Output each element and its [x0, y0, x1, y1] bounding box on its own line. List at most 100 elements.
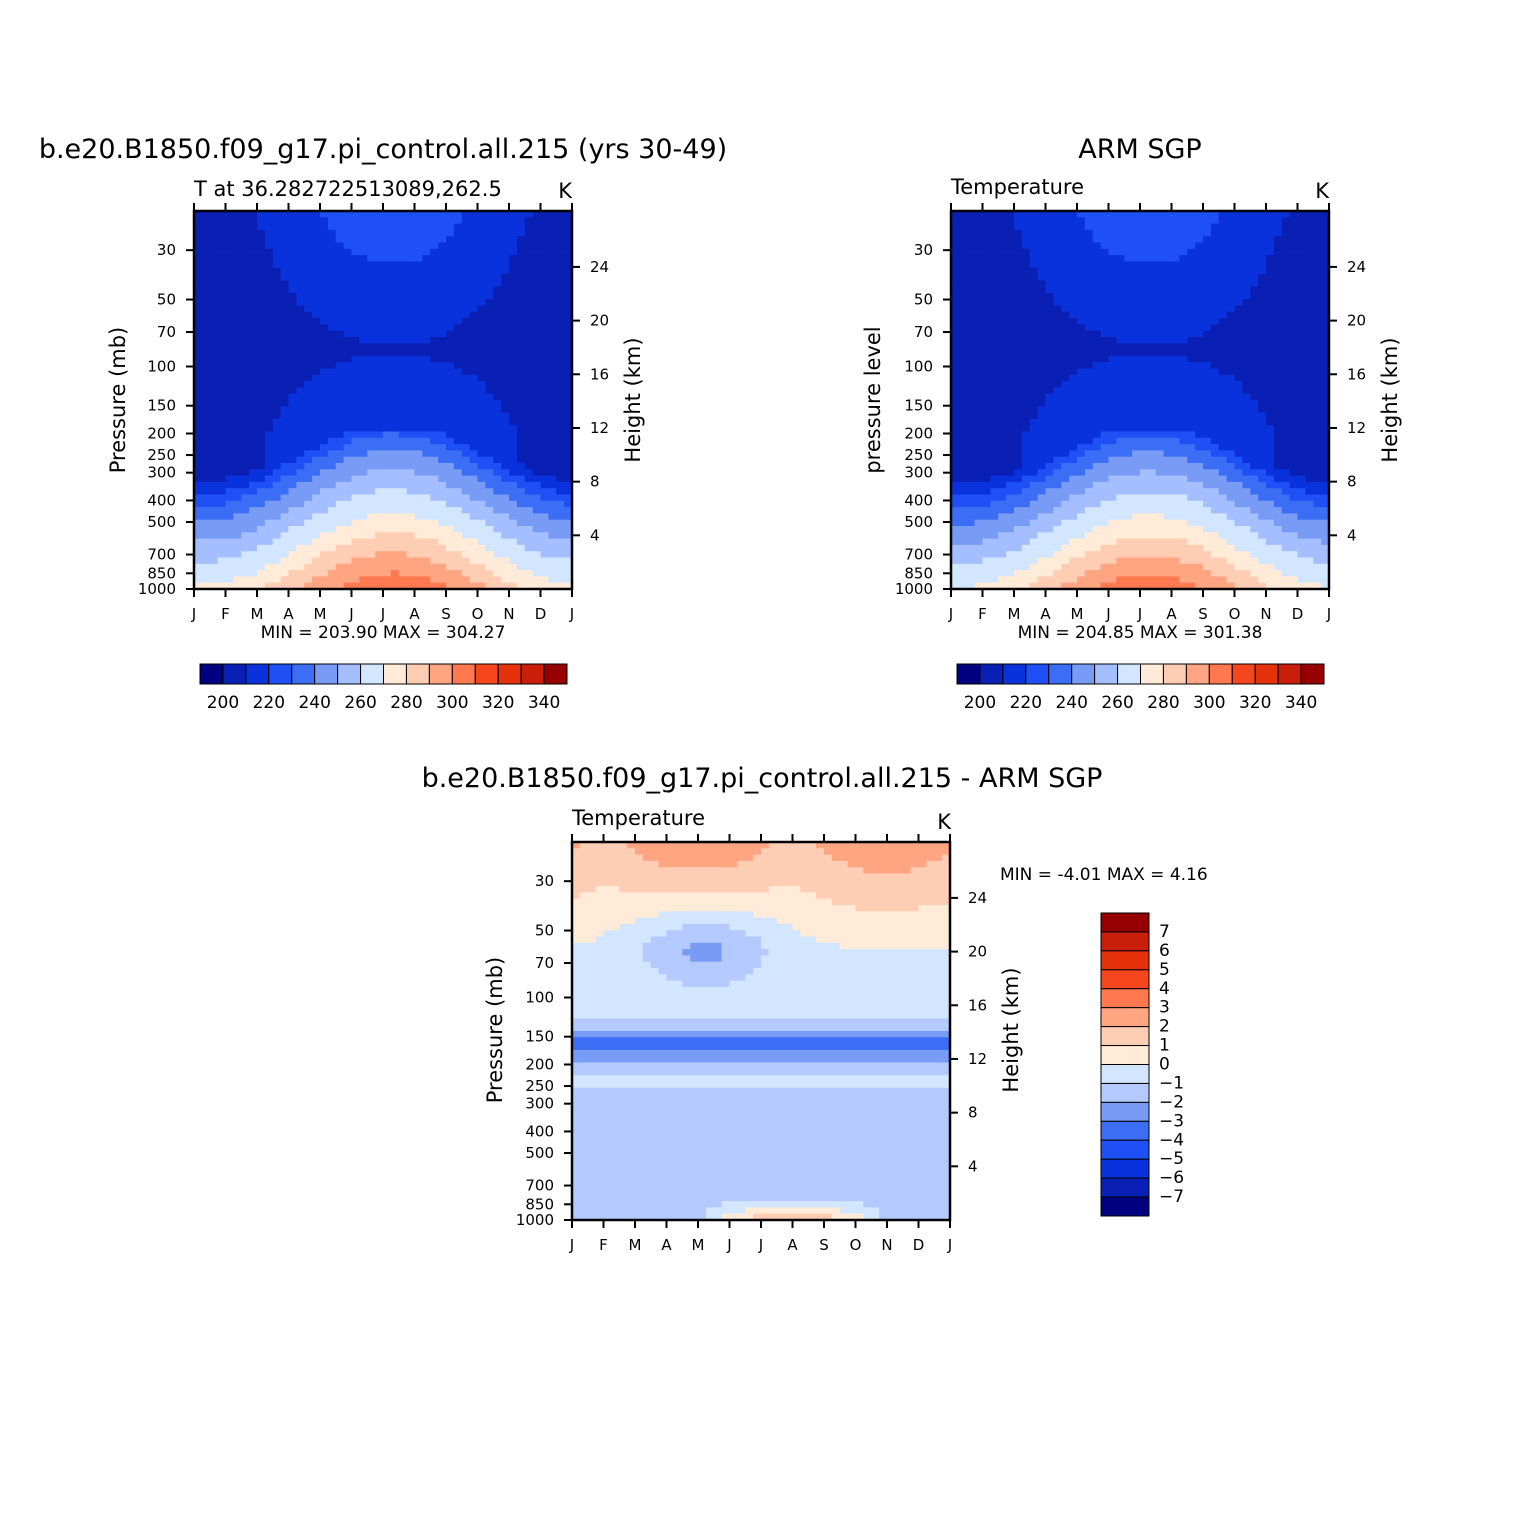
field-cell: [446, 444, 455, 451]
field-cell: [288, 311, 297, 319]
field-cell: [367, 444, 376, 451]
field-cell: [1077, 286, 1086, 294]
field-cell: [1234, 374, 1243, 382]
field-cell: [951, 374, 960, 382]
field-cell: [1116, 330, 1125, 338]
field-cell: [304, 280, 313, 288]
field-cell: [1006, 311, 1015, 319]
field-cell: [1321, 318, 1330, 325]
field-cell: [1313, 280, 1322, 288]
field-cell: [1203, 381, 1212, 388]
field-cell: [201, 368, 211, 376]
field-cell: [1053, 305, 1062, 313]
field-cell: [367, 374, 376, 382]
field-cell: [532, 450, 542, 458]
field-cell: [288, 400, 297, 407]
field-cell: [1321, 374, 1330, 382]
field-cell: [1266, 343, 1275, 351]
field-cell: [406, 513, 416, 521]
field-cell: [320, 444, 329, 451]
field-cell: [209, 463, 219, 470]
field-cell: [438, 481, 447, 489]
field-cell: [540, 267, 549, 275]
field-cell: [335, 513, 345, 521]
field-cell: [564, 519, 573, 527]
field-cell: [1021, 236, 1031, 244]
field-cell: [414, 551, 423, 559]
field-cell: [375, 311, 384, 319]
field-cell: [359, 318, 368, 325]
field-cell: [320, 557, 329, 565]
field-cell: [990, 242, 999, 250]
field-cell: [320, 261, 329, 269]
field-cell: [524, 475, 534, 483]
field-cell: [453, 286, 463, 294]
field-cell: [1289, 236, 1299, 244]
field-cell: [1100, 387, 1110, 395]
field-cell: [564, 330, 573, 338]
field-cell: [1069, 381, 1078, 388]
field-cell: [1218, 330, 1228, 338]
field-cell: [375, 274, 384, 281]
field-cell: [320, 456, 329, 464]
field-cell: [524, 544, 534, 552]
field-cell: [422, 437, 431, 445]
field-cell: [990, 223, 999, 231]
field-cell: [540, 387, 549, 395]
field-cell: [343, 400, 353, 407]
field-cell: [516, 412, 526, 420]
field-cell: [225, 381, 234, 388]
field-cell: [1226, 337, 1236, 344]
field-cell: [438, 475, 447, 483]
field-cell: [375, 381, 384, 388]
field-cell: [264, 519, 274, 527]
field-cell: [1218, 324, 1228, 332]
field-cell: [1234, 406, 1243, 414]
field-cell: [548, 481, 557, 489]
field-cell: [1266, 211, 1275, 218]
field-cell: [320, 267, 329, 275]
field-cell: [1100, 211, 1110, 218]
field-cell: [1108, 437, 1117, 445]
field-cell: [406, 242, 416, 250]
field-cell: [1289, 437, 1299, 445]
field-cell: [194, 318, 203, 325]
x-tick-label: N: [503, 605, 514, 623]
field-cell: [1210, 431, 1220, 439]
field-cell: [209, 582, 219, 590]
field-cell: [1163, 261, 1173, 269]
field-cell: [501, 274, 510, 281]
field-cell: [1313, 292, 1322, 300]
field-cell: [1258, 368, 1267, 376]
field-cell: [1234, 400, 1243, 407]
field-cell: [1045, 299, 1054, 307]
field-cell: [414, 223, 423, 231]
field-cell: [1108, 431, 1117, 439]
field-cell: [1273, 229, 1283, 237]
field-cell: [327, 211, 337, 218]
field-cell: [351, 475, 360, 483]
x-tick-label: J: [348, 605, 353, 623]
field-cell: [540, 538, 549, 546]
field-cell: [453, 469, 463, 477]
field-cell: [548, 400, 557, 407]
field-cell: [493, 248, 502, 256]
field-cell: [351, 481, 360, 489]
field-cell: [958, 299, 968, 307]
field-cell: [1147, 368, 1157, 376]
field-cell: [1179, 368, 1188, 376]
field-cell: [343, 557, 353, 565]
field-cell: [1006, 299, 1015, 307]
field-cell: [1037, 311, 1047, 319]
field-cell: [998, 211, 1007, 218]
field-cell: [406, 393, 416, 401]
field-cell: [343, 387, 353, 395]
field-cell: [1053, 217, 1062, 225]
field-cell: [1132, 211, 1141, 218]
field-cell: [201, 406, 211, 414]
field-cell: [524, 456, 534, 464]
field-cell: [422, 488, 431, 496]
field-cell: [509, 418, 518, 426]
field-cell: [1116, 393, 1125, 401]
field-cell: [335, 368, 345, 376]
